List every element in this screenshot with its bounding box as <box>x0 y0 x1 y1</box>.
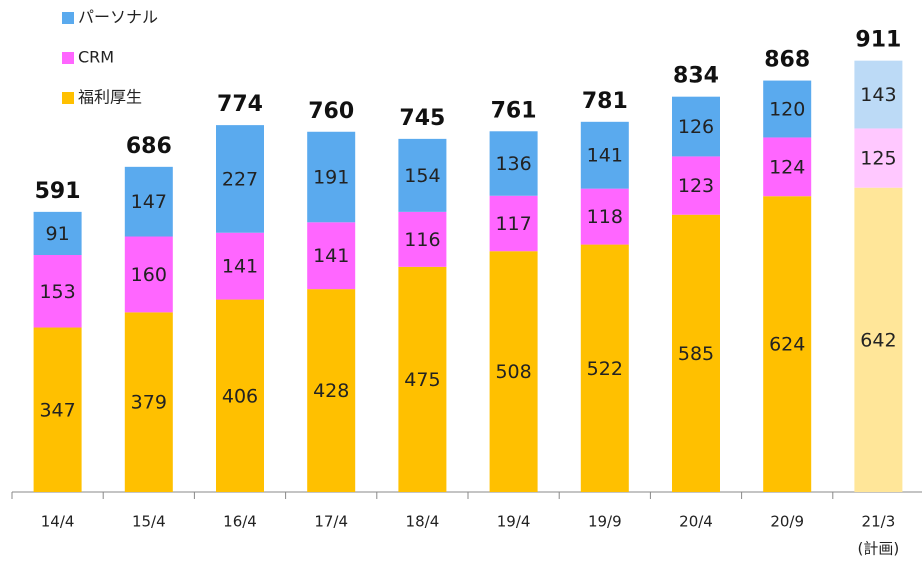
bar-segment <box>854 187 903 492</box>
bar-segment <box>307 131 356 223</box>
segment-label: 428 <box>313 380 349 402</box>
bar-segment <box>398 266 447 492</box>
segment-label: 154 <box>404 165 440 187</box>
total-label: 834 <box>673 64 719 89</box>
x-tick-label: 20/9 <box>770 513 804 531</box>
segment-label: 125 <box>860 148 896 170</box>
segment-label: 143 <box>860 84 896 106</box>
bar-segment <box>124 166 173 237</box>
legend-swatch <box>62 52 74 64</box>
bar-segment <box>763 196 812 492</box>
segment-label: 116 <box>404 229 440 251</box>
segment-label: 585 <box>678 343 714 365</box>
bar-segment <box>33 327 82 492</box>
segment-label: 118 <box>587 206 623 228</box>
segment-label: 406 <box>222 385 258 407</box>
x-tick-label: 19/9 <box>588 513 622 531</box>
total-label: 745 <box>399 106 445 131</box>
legend-label: CRM <box>78 48 114 67</box>
x-tick-label: 16/4 <box>223 513 257 531</box>
bar-segment <box>33 211 82 255</box>
segment-label: 124 <box>769 156 805 178</box>
x-tick-label: 17/4 <box>314 513 348 531</box>
bar-segment <box>580 188 629 245</box>
x-tick-label: 14/4 <box>41 513 75 531</box>
x-tick-label: 19/4 <box>497 513 531 531</box>
x-tick-label: 20/4 <box>679 513 713 531</box>
x-tick-label: 18/4 <box>406 513 440 531</box>
segment-label: 117 <box>495 213 531 235</box>
segment-label: 141 <box>313 245 349 267</box>
bar-segment <box>124 312 173 492</box>
segment-label: 508 <box>495 361 531 383</box>
segment-label: 147 <box>131 191 167 213</box>
segment-label: 191 <box>313 167 349 189</box>
segment-label: 160 <box>131 264 167 286</box>
segment-label: 141 <box>222 256 258 278</box>
bar-segment <box>763 80 812 138</box>
bar-segment <box>580 244 629 492</box>
bar-segment <box>398 138 447 212</box>
segment-label: 91 <box>46 223 70 245</box>
segment-label: 153 <box>39 281 75 303</box>
bar-segment <box>398 211 447 267</box>
bar-segment <box>489 251 538 492</box>
bar-segment <box>216 299 264 492</box>
segment-label: 136 <box>495 153 531 175</box>
bar-segment <box>33 255 82 328</box>
bar-segment <box>672 214 720 492</box>
bar-segment <box>216 125 264 233</box>
x-tick-label: 15/4 <box>132 513 166 531</box>
total-label: 868 <box>764 48 810 73</box>
bar-segment <box>672 156 720 215</box>
segment-label: 379 <box>131 392 167 414</box>
legend-label: 福利厚生 <box>78 88 142 107</box>
total-label: 760 <box>308 99 354 124</box>
bar-segment <box>763 137 812 197</box>
segment-label: 126 <box>678 116 714 138</box>
bar-segment <box>672 96 720 157</box>
bar-segment <box>854 60 903 129</box>
bar-segment <box>489 131 538 196</box>
segment-label: 522 <box>587 358 623 380</box>
bar-segment <box>489 195 538 252</box>
bar-segment <box>307 289 356 492</box>
segment-label: 123 <box>678 175 714 197</box>
segment-label: 347 <box>39 399 75 421</box>
segment-label: 120 <box>769 99 805 121</box>
total-label: 781 <box>582 89 628 114</box>
total-label: 686 <box>126 134 172 159</box>
legend-swatch <box>62 12 74 24</box>
legend-label: パーソナル <box>78 8 158 27</box>
total-label: 591 <box>35 179 81 204</box>
total-label: 761 <box>491 98 537 123</box>
legend-swatch <box>62 92 74 104</box>
x-tick-note: (計画) <box>858 540 900 558</box>
segment-label: 475 <box>404 369 440 391</box>
total-label: 911 <box>855 28 901 53</box>
bar-segment <box>216 232 264 300</box>
segment-label: 624 <box>769 334 805 356</box>
bar-segment <box>307 222 356 290</box>
segment-label: 642 <box>860 329 896 351</box>
bar-segment <box>124 236 173 313</box>
bar-segment <box>854 128 903 188</box>
segment-label: 227 <box>222 168 258 190</box>
x-tick-label: 21/3 <box>862 513 896 531</box>
segment-label: 141 <box>587 145 623 167</box>
total-label: 774 <box>217 92 263 117</box>
bar-segment <box>580 121 629 189</box>
